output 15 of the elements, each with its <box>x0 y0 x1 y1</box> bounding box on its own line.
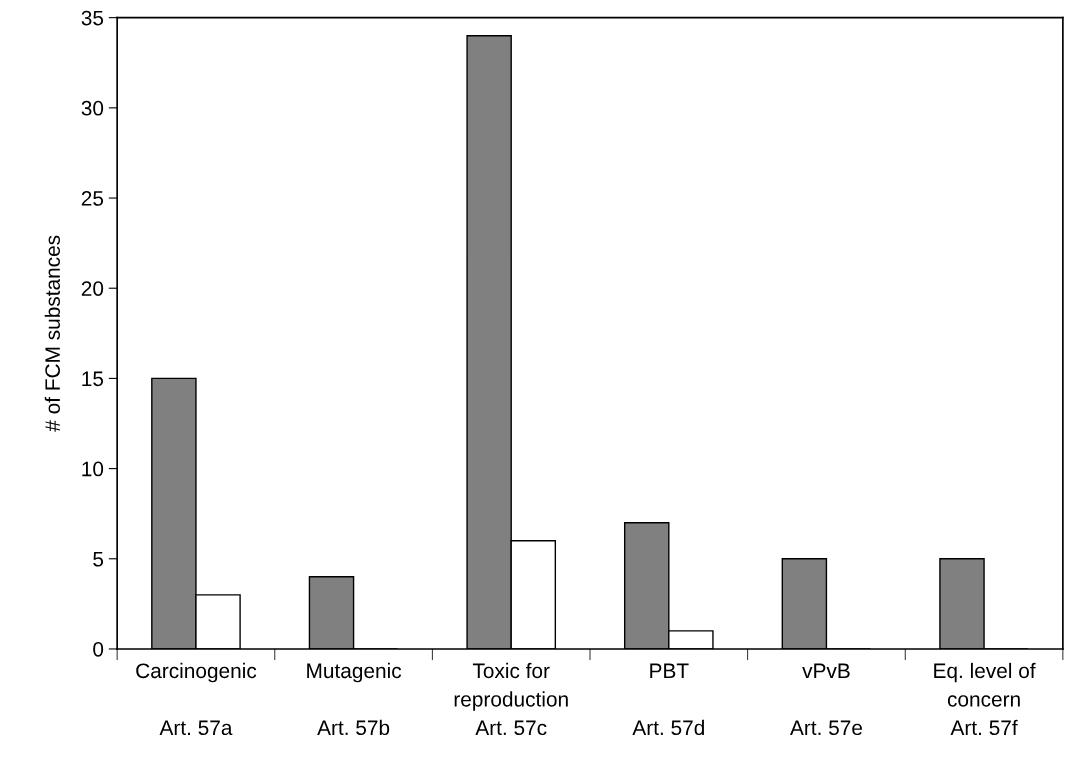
y-tick-label: 20 <box>81 281 104 296</box>
y-tick-label: 10 <box>82 461 104 477</box>
y-tick-label: 30 <box>81 100 104 116</box>
y-tick-label: 5 <box>93 551 104 567</box>
y-axis-title: # of FCM substances <box>44 235 60 432</box>
category-label: Mutagenic Art. 57b <box>307 662 402 736</box>
y-tick-label: 0 <box>93 641 104 657</box>
category-label: PBT Art. 57d <box>632 663 704 736</box>
x-tick-label: Toxic for reproduction Art. 57c <box>454 662 568 736</box>
y-tick-label: 15 <box>82 371 104 387</box>
category-label: Carcinogenic Art. 57a <box>136 662 257 736</box>
y-tick-label: 35 <box>81 10 104 26</box>
category-label: vPvB Art. 57e <box>790 663 862 736</box>
x-tick-label: Eq. level of concern Art. 57f <box>934 662 1036 736</box>
y-tick-label: 25 <box>81 191 104 206</box>
